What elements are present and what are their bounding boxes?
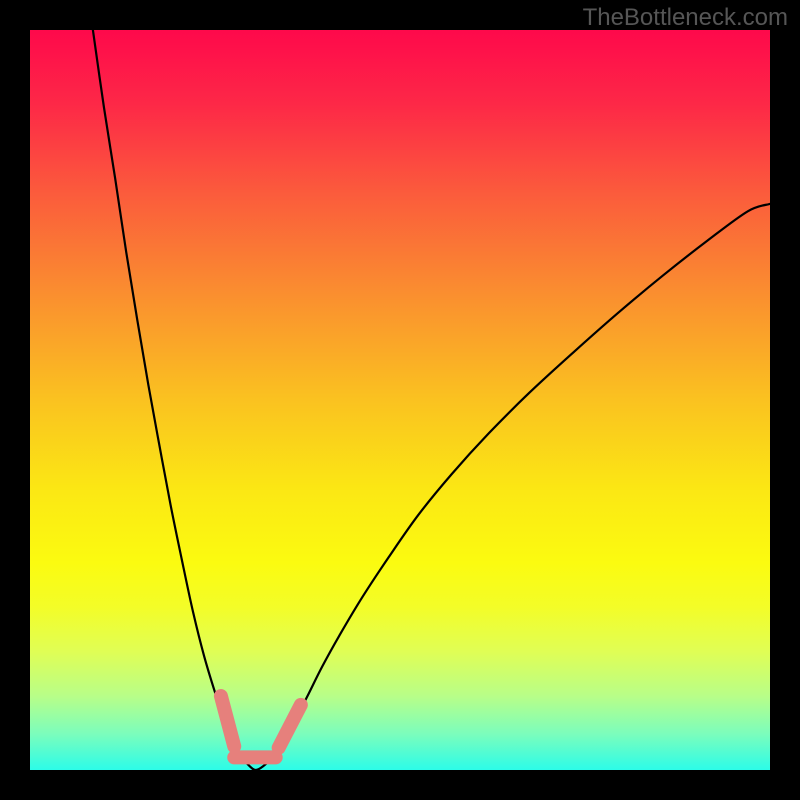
chart-frame: TheBottleneck.com [0, 0, 800, 800]
gradient-background [30, 30, 770, 770]
plot-svg [30, 30, 770, 770]
plot-area [30, 30, 770, 770]
watermark-text: TheBottleneck.com [583, 4, 788, 32]
